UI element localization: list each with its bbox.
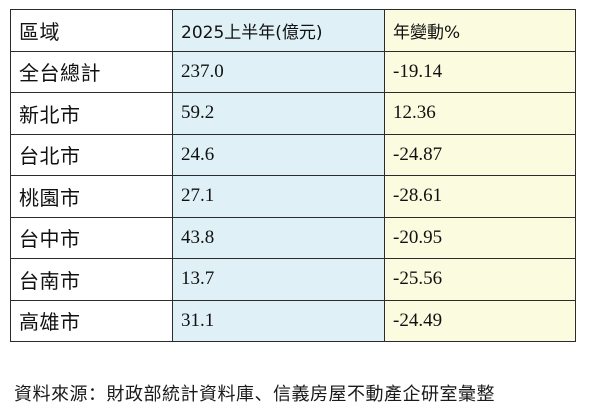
- table-row: 新北市 59.2 12.36: [10, 92, 576, 135]
- table-row: 台南市 13.7 -25.56: [10, 258, 576, 301]
- region-cell: 高雄市: [10, 299, 173, 342]
- change-cell: -19.14: [384, 50, 576, 93]
- amount-cell: 59.2: [172, 92, 385, 135]
- region-cell: 台中市: [10, 216, 173, 259]
- amount-cell: 43.8: [172, 216, 385, 259]
- header-region: 區域: [10, 9, 173, 52]
- region-cell: 新北市: [10, 92, 173, 135]
- region-cell: 全台總計: [10, 50, 173, 93]
- change-cell: -28.61: [384, 175, 576, 218]
- table-row: 全台總計 237.0 -19.14: [10, 50, 576, 93]
- change-cell: 12.36: [384, 92, 576, 135]
- table-row: 台北市 24.6 -24.87: [10, 133, 576, 176]
- change-cell: -24.87: [384, 133, 576, 176]
- region-cell: 台北市: [10, 133, 173, 176]
- amount-cell: 13.7: [172, 258, 385, 301]
- change-cell: -24.49: [384, 299, 576, 342]
- change-cell: -20.95: [384, 216, 576, 259]
- source-caption: 資料來源：財政部統計資料庫、信義房屋不動產企研室彙整: [14, 384, 495, 405]
- amount-cell: 237.0: [172, 50, 385, 93]
- amount-cell: 27.1: [172, 175, 385, 218]
- header-amount: 2025上半年(億元): [172, 9, 385, 52]
- region-cell: 桃園市: [10, 175, 173, 218]
- regional-table: 區域 2025上半年(億元) 年變動% 全台總計 237.0 -19.14 新北…: [10, 9, 576, 342]
- header-change: 年變動%: [384, 9, 576, 52]
- table-row: 高雄市 31.1 -24.49: [10, 299, 576, 342]
- change-cell: -25.56: [384, 258, 576, 301]
- amount-cell: 31.1: [172, 299, 385, 342]
- amount-cell: 24.6: [172, 133, 385, 176]
- region-cell: 台南市: [10, 258, 173, 301]
- header-row: 區域 2025上半年(億元) 年變動%: [10, 9, 576, 52]
- table-row: 桃園市 27.1 -28.61: [10, 175, 576, 218]
- data-table-container: 區域 2025上半年(億元) 年變動% 全台總計 237.0 -19.14 新北…: [10, 9, 576, 342]
- table-row: 台中市 43.8 -20.95: [10, 216, 576, 259]
